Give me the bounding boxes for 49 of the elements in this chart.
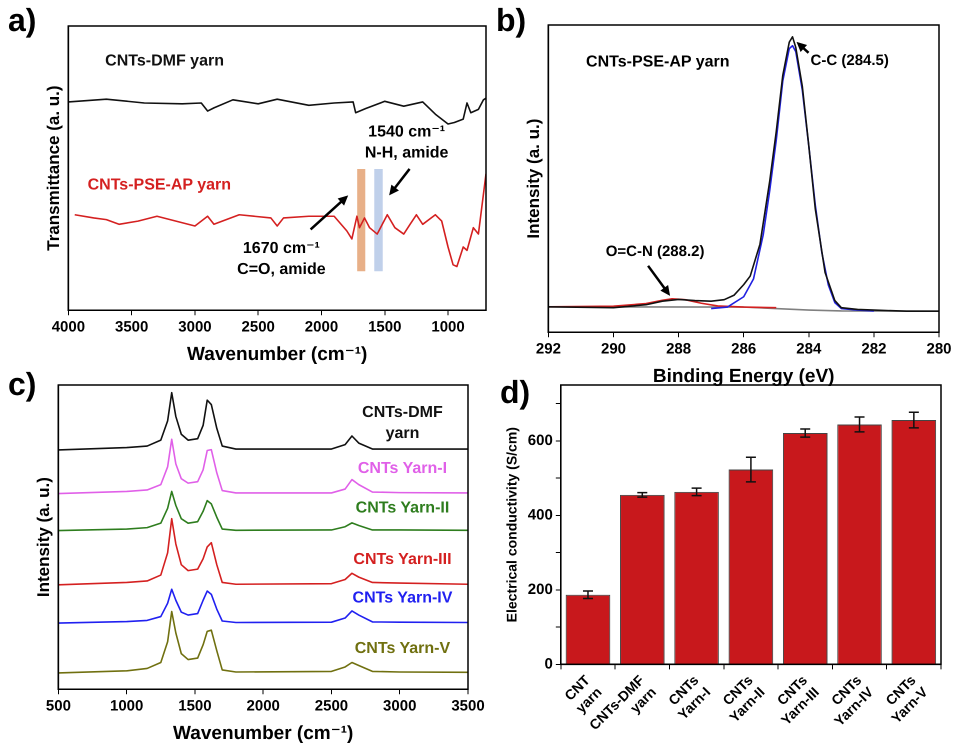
band-label: 1670 cm⁻¹ C=O, amide (237, 240, 326, 278)
y-tick-label: 600 (528, 432, 553, 450)
x-axis-title: Wavenumber (cm⁻¹) (173, 722, 354, 744)
x-tick-label: 288 (666, 340, 692, 358)
x-axis-title: Binding Energy (eV) (652, 366, 834, 387)
annotation: CNTs-PSE-AP yarn (586, 53, 730, 70)
x-tick-label: 1000 (110, 697, 144, 714)
x-tick-label: 3500 (451, 697, 485, 714)
series-label: CNTs-DMF yarn (362, 404, 443, 442)
x-tick-label: 286 (731, 340, 756, 358)
x-tick-label: 4000 (52, 318, 86, 336)
x-tick-label: 3000 (383, 697, 416, 714)
x-tick-label: 2500 (242, 318, 275, 336)
band-label: 1540 cm⁻¹ N-H, amide (364, 123, 449, 162)
x-tick-label: 1000 (431, 318, 465, 336)
series-label: CNTs-DMF yarn (105, 52, 224, 70)
x-tick-label: 1500 (178, 697, 212, 714)
y-axis-title: Electrical conductivity (S/cm) (503, 427, 520, 622)
text: b) (496, 2, 526, 38)
x-tick-label: 290 (600, 340, 626, 358)
x-tick-label: 2000 (304, 318, 338, 336)
y-tick-label: 0 (544, 656, 553, 673)
x-tick-label: 2000 (246, 697, 280, 714)
series-label: CNTs-PSE-AP yarn (88, 176, 232, 194)
x-tick-label: 282 (861, 340, 886, 358)
annotation: O=C-N (288.2) (606, 242, 704, 260)
y-tick-label: 400 (528, 506, 553, 524)
x-tick-label: 292 (536, 340, 561, 358)
x-tick-label: 3500 (114, 318, 148, 336)
series-label: CNTs Yarn-III (353, 551, 452, 568)
y-axis-title: Transmittance (a. u.) (44, 85, 63, 251)
y-axis-title: Intensity (a. u.) (524, 118, 543, 239)
x-tick-label: 500 (46, 697, 71, 714)
x-tick-label: 2500 (314, 697, 348, 714)
x-tick-label: 1500 (368, 318, 402, 336)
x-tick-label: 3000 (178, 318, 212, 336)
series-label: CNTs Yarn-V (354, 640, 451, 657)
text: d) (500, 374, 530, 410)
series-label: CNTs Yarn-II (356, 500, 450, 517)
text: c) (8, 366, 36, 402)
x-axis-title: Wavenumber (cm⁻¹) (187, 344, 368, 365)
y-tick-label: 200 (528, 581, 553, 598)
series-label: CNTs Yarn-IV (352, 589, 453, 606)
annotation: C-C (284.5) (810, 52, 889, 69)
series-label: CNTs Yarn-I (358, 460, 448, 478)
x-tick-label: 284 (796, 340, 822, 358)
y-axis-title: Intensity (a. u.) (34, 477, 53, 598)
text: a) (8, 2, 36, 38)
x-tick-label: 280 (926, 340, 952, 358)
